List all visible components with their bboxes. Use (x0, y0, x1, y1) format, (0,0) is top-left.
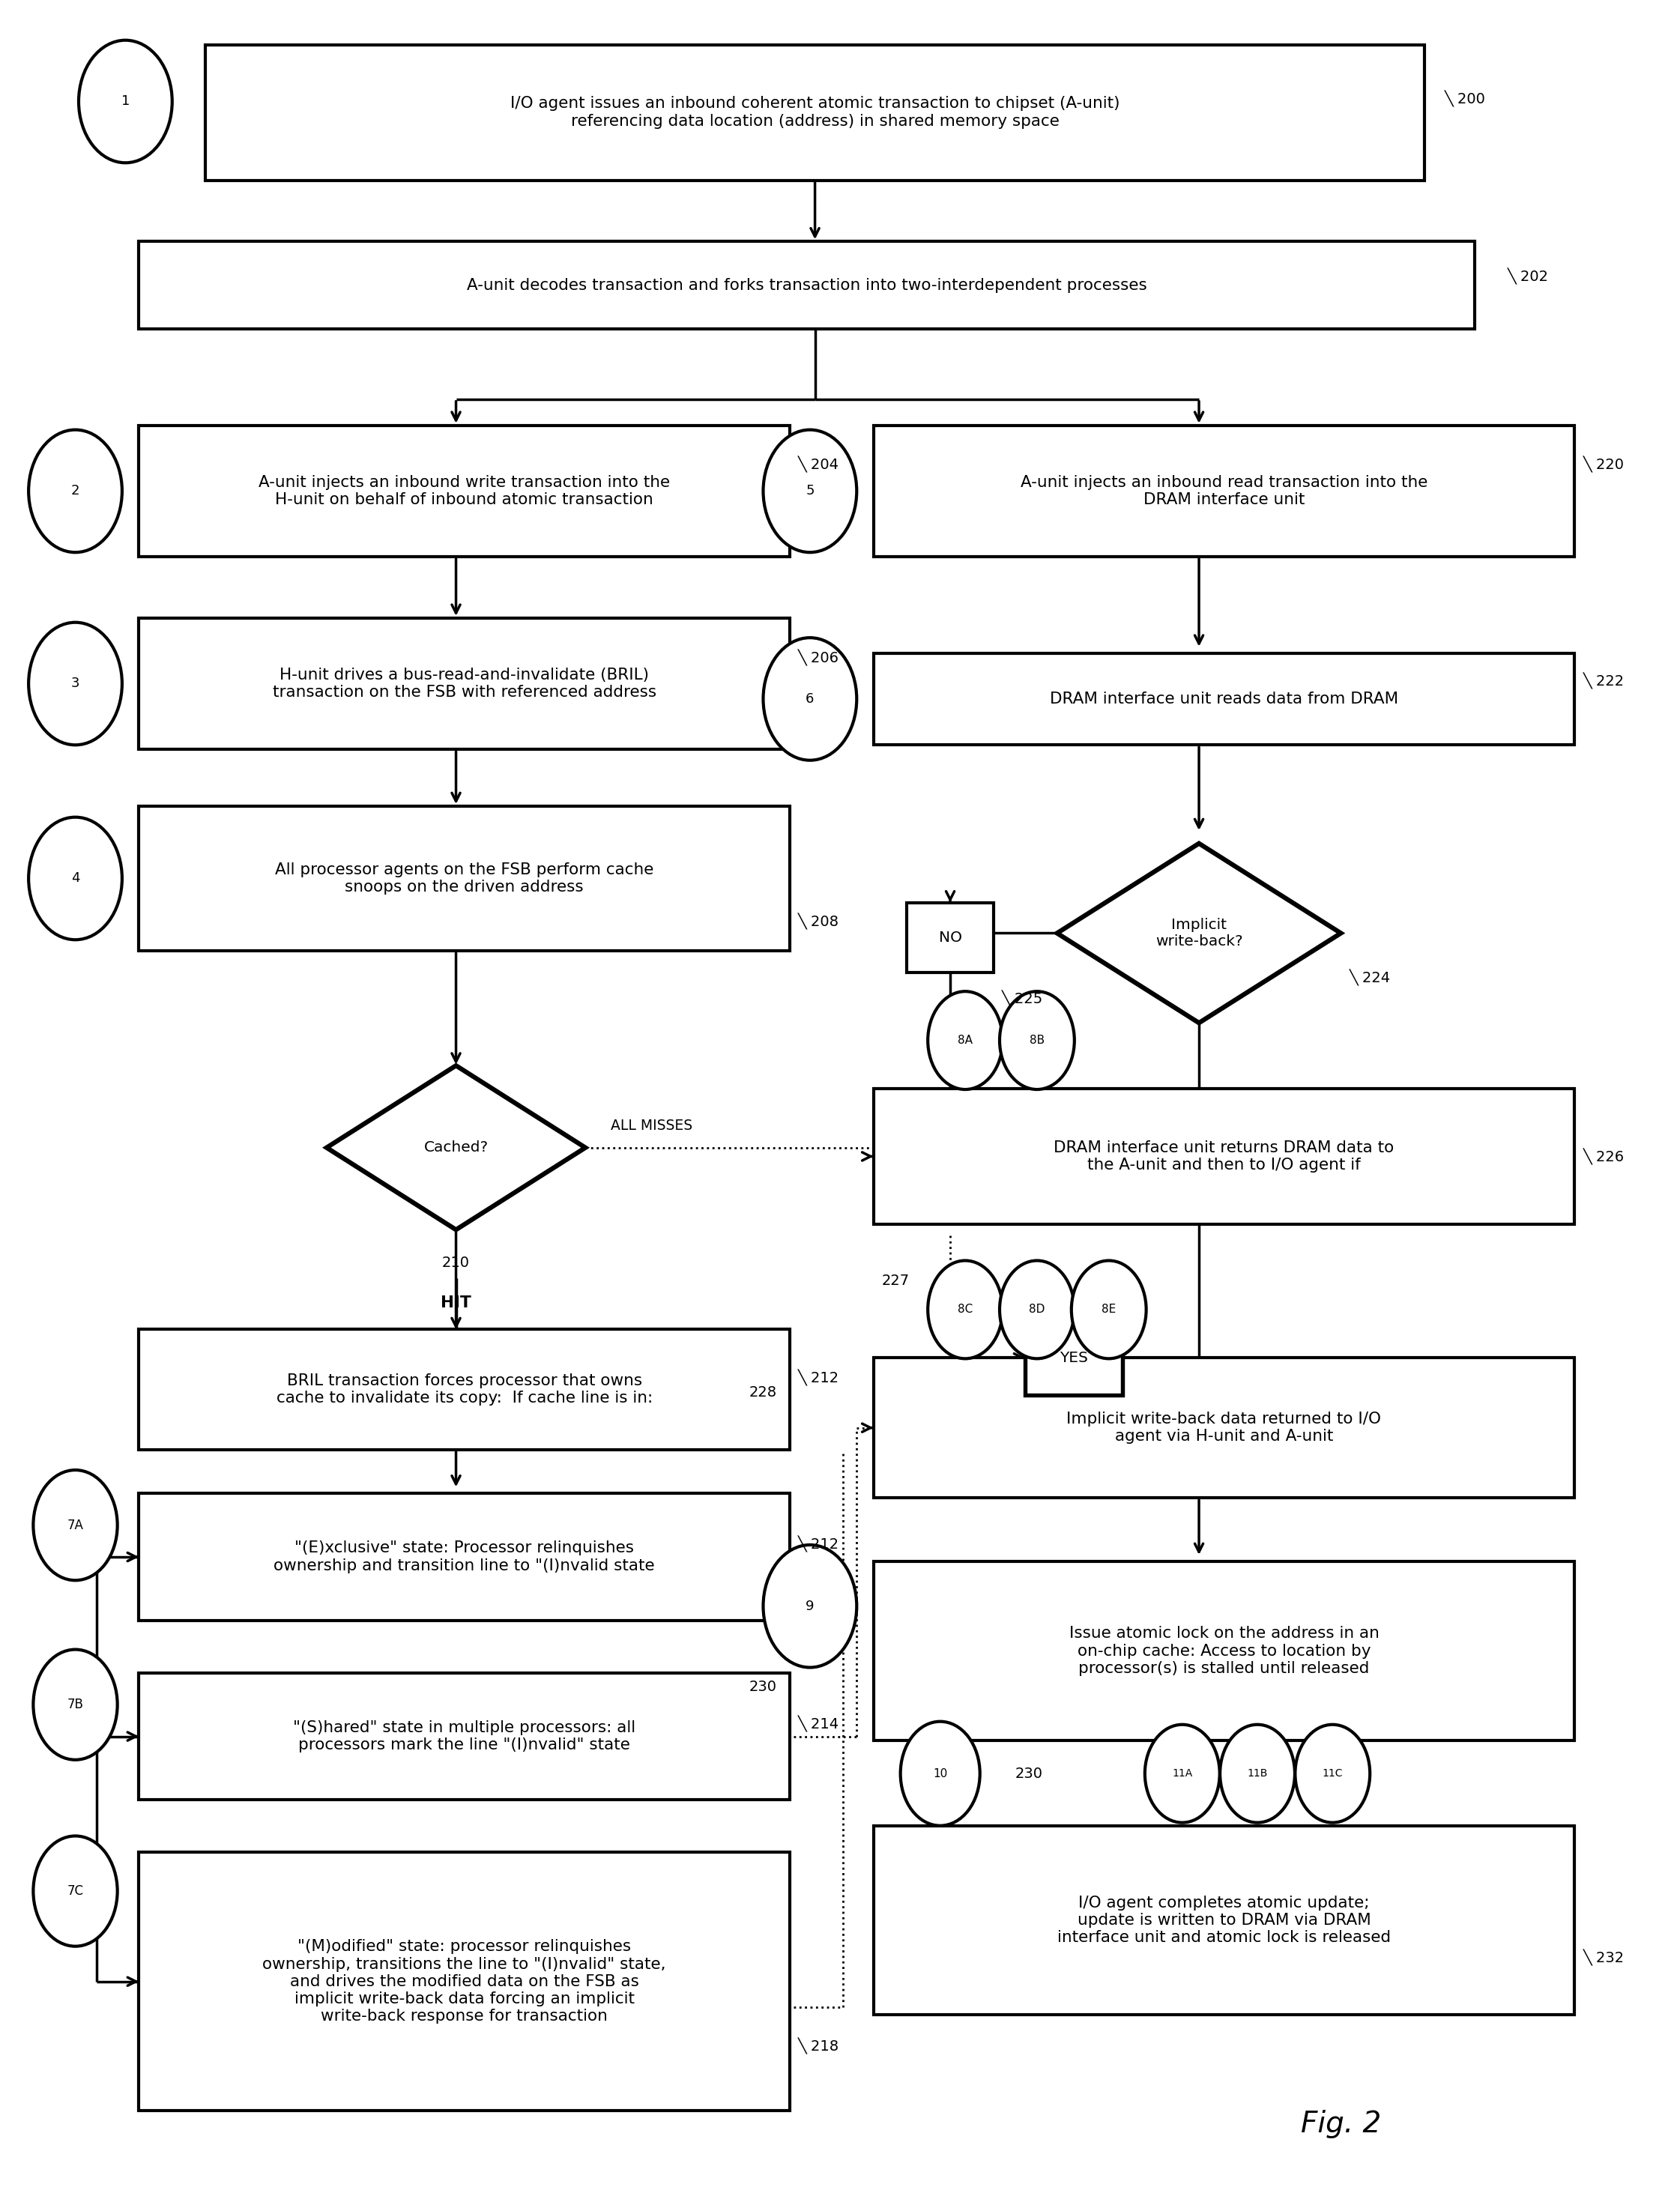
Text: ╲ 212: ╲ 212 (798, 1370, 840, 1385)
Text: A-unit decodes transaction and forks transaction into two-interdependent process: A-unit decodes transaction and forks tra… (467, 277, 1147, 292)
Text: 7C: 7C (67, 1885, 84, 1898)
Circle shape (763, 429, 857, 552)
FancyBboxPatch shape (139, 242, 1475, 330)
Text: ╲ 224: ╲ 224 (1349, 970, 1391, 987)
Text: A-unit injects an inbound write transaction into the
H-unit on behalf of inbound: A-unit injects an inbound write transact… (259, 475, 670, 508)
FancyBboxPatch shape (907, 902, 993, 972)
Circle shape (1295, 1724, 1369, 1823)
FancyBboxPatch shape (1025, 1322, 1122, 1394)
Text: 11C: 11C (1322, 1768, 1342, 1779)
FancyBboxPatch shape (139, 424, 790, 556)
Text: 210: 210 (442, 1256, 470, 1271)
FancyBboxPatch shape (874, 424, 1574, 556)
Circle shape (1000, 992, 1075, 1089)
Text: ╲ 204: ╲ 204 (798, 457, 840, 473)
Text: ALL MISSES: ALL MISSES (610, 1119, 692, 1132)
Text: ╲ 206: ╲ 206 (798, 649, 840, 666)
Text: ╲ 232: ╲ 232 (1583, 1951, 1625, 1966)
Text: DRAM interface unit returns DRAM data to
the A-unit and then to I/O agent if: DRAM interface unit returns DRAM data to… (1053, 1141, 1394, 1172)
FancyBboxPatch shape (874, 1825, 1574, 2014)
Polygon shape (1057, 844, 1341, 1023)
Circle shape (1072, 1260, 1146, 1359)
Text: 227: 227 (882, 1273, 909, 1289)
Text: ╲ 202: ╲ 202 (1509, 268, 1549, 286)
Text: A-unit injects an inbound read transaction into the
DRAM interface unit: A-unit injects an inbound read transacti… (1020, 475, 1428, 508)
Text: 8B: 8B (1030, 1036, 1045, 1047)
Circle shape (79, 40, 171, 163)
Text: Implicit write-back data returned to I/O
agent via H-unit and A-unit: Implicit write-back data returned to I/O… (1067, 1412, 1381, 1445)
Text: Issue atomic lock on the address in an
on-chip cache: Access to location by
proc: Issue atomic lock on the address in an o… (1068, 1625, 1379, 1676)
Text: I/O agent issues an inbound coherent atomic transaction to chipset (A-unit)
refe: I/O agent issues an inbound coherent ato… (511, 97, 1121, 128)
Text: ╲ 214: ╲ 214 (798, 1715, 840, 1733)
Circle shape (1144, 1724, 1220, 1823)
Text: 9: 9 (806, 1599, 815, 1612)
Text: DRAM interface unit reads data from DRAM: DRAM interface unit reads data from DRAM (1050, 690, 1398, 706)
Text: 8E: 8E (1102, 1304, 1116, 1315)
Text: ╲ 200: ╲ 200 (1445, 90, 1485, 108)
Text: 1: 1 (121, 95, 129, 108)
Text: BRIL transaction forces processor that owns
cache to invalidate its copy:  If ca: BRIL transaction forces processor that o… (276, 1374, 652, 1405)
Text: "(E)xclusive" state: Processor relinquishes
ownership and transition line to "(I: "(E)xclusive" state: Processor relinquis… (274, 1541, 655, 1572)
Text: H-unit drives a bus-read-and-invalidate (BRIL)
transaction on the FSB with refer: H-unit drives a bus-read-and-invalidate … (272, 668, 657, 699)
FancyBboxPatch shape (139, 1852, 790, 2111)
Text: 4: 4 (71, 871, 79, 886)
FancyBboxPatch shape (205, 44, 1425, 180)
Circle shape (927, 1260, 1003, 1359)
Circle shape (34, 1469, 118, 1581)
Text: Cached?: Cached? (423, 1141, 489, 1154)
Text: ╲ 220: ╲ 220 (1583, 457, 1625, 473)
FancyBboxPatch shape (874, 1561, 1574, 1742)
Text: 11B: 11B (1247, 1768, 1268, 1779)
Text: 230: 230 (749, 1680, 776, 1693)
FancyBboxPatch shape (139, 1493, 790, 1621)
Text: "(S)hared" state in multiple processors: all
processors mark the line "(I)nvalid: "(S)hared" state in multiple processors:… (292, 1720, 635, 1753)
Text: 8C: 8C (958, 1304, 973, 1315)
Text: All processor agents on the FSB perform cache
snoops on the driven address: All processor agents on the FSB perform … (276, 862, 654, 895)
Text: HIT: HIT (440, 1295, 472, 1311)
Text: ╲ 222: ╲ 222 (1583, 673, 1625, 688)
Text: 228: 228 (749, 1385, 776, 1401)
Text: ╲ 226: ╲ 226 (1583, 1148, 1625, 1165)
Text: 11A: 11A (1173, 1768, 1193, 1779)
Text: 8D: 8D (1030, 1304, 1045, 1315)
Circle shape (927, 992, 1003, 1089)
Circle shape (34, 1649, 118, 1759)
Circle shape (29, 622, 123, 745)
Text: ╲ 225: ╲ 225 (1001, 990, 1043, 1007)
FancyBboxPatch shape (139, 807, 790, 950)
Text: 7B: 7B (67, 1698, 84, 1711)
FancyBboxPatch shape (139, 1330, 790, 1449)
Circle shape (763, 1546, 857, 1667)
Text: 3: 3 (71, 677, 79, 690)
Text: 7A: 7A (67, 1520, 84, 1533)
FancyBboxPatch shape (874, 1357, 1574, 1498)
Text: 10: 10 (932, 1768, 948, 1779)
Circle shape (1220, 1724, 1295, 1823)
Circle shape (900, 1722, 979, 1825)
Text: NO: NO (939, 930, 963, 946)
Circle shape (763, 638, 857, 761)
Text: Implicit
write-back?: Implicit write-back? (1156, 917, 1243, 948)
Text: 6: 6 (806, 693, 815, 706)
FancyBboxPatch shape (139, 1673, 790, 1799)
Polygon shape (326, 1067, 585, 1229)
FancyBboxPatch shape (139, 618, 790, 750)
FancyBboxPatch shape (874, 1089, 1574, 1225)
Text: YES: YES (1060, 1350, 1089, 1366)
Circle shape (1000, 1260, 1075, 1359)
FancyBboxPatch shape (874, 653, 1574, 745)
Circle shape (34, 1836, 118, 1946)
Text: 2: 2 (71, 484, 79, 497)
Circle shape (29, 429, 123, 552)
Text: 5: 5 (806, 484, 815, 497)
Text: ╲ 208: ╲ 208 (798, 913, 840, 930)
Text: ╲ 218: ╲ 218 (798, 2038, 840, 2054)
Text: Fig. 2: Fig. 2 (1300, 2109, 1381, 2137)
Text: I/O agent completes atomic update;
update is written to DRAM via DRAM
interface : I/O agent completes atomic update; updat… (1057, 1896, 1391, 1946)
Text: ╲ 212: ╲ 212 (798, 1535, 840, 1552)
Text: 230: 230 (1015, 1766, 1043, 1781)
Text: "(M)odified" state: processor relinquishes
ownership, transitions the line to "(: "(M)odified" state: processor relinquish… (262, 1940, 665, 2023)
Text: 8A: 8A (958, 1036, 973, 1047)
Circle shape (29, 818, 123, 939)
